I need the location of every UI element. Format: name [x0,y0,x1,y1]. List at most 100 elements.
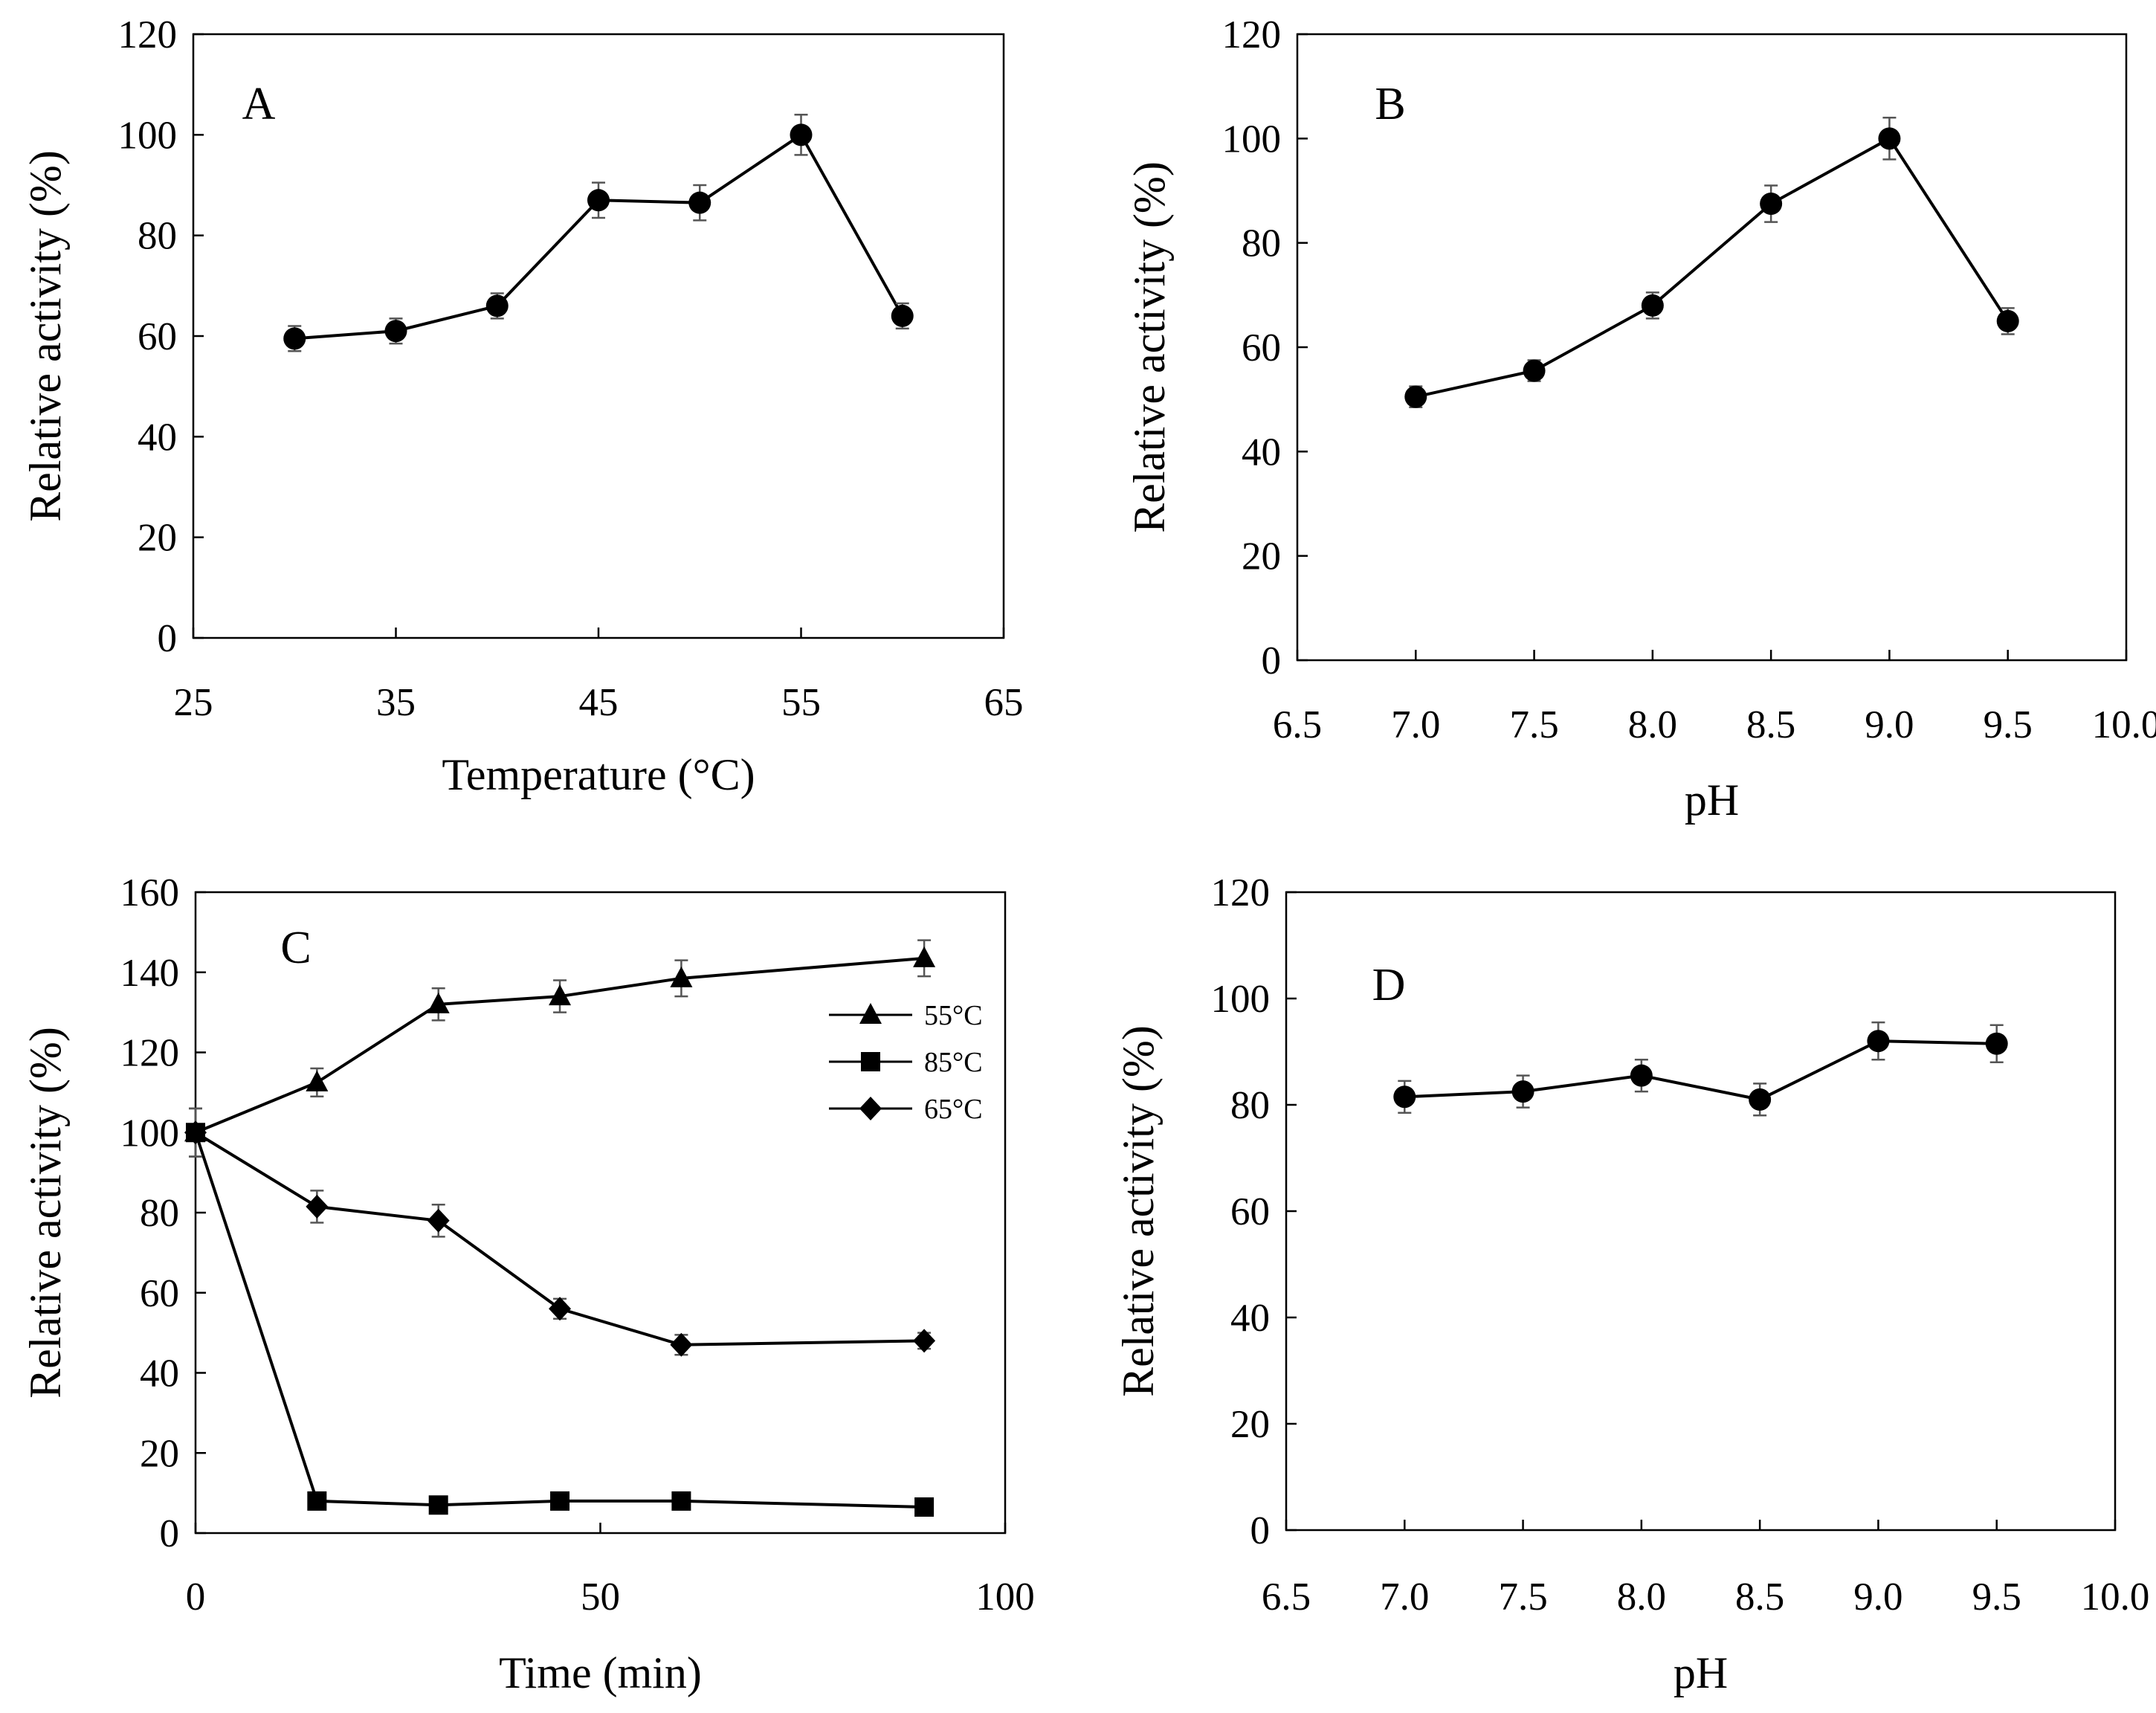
series-0 [283,114,914,352]
y-tick-label: 100 [1211,978,1271,1021]
x-tick-label: 6.5 [1262,1575,1311,1619]
y-tick-label: 120 [118,13,178,57]
y-tick-label: 80 [140,1192,179,1235]
x-axis-label: Temperature (°C) [442,750,755,799]
y-tick-label: 20 [138,517,177,560]
data-point [549,1297,572,1321]
chart-panel-a: 0 20 40 60 80 100 120 25 35 45 55 65 Temperature (°C… [21,13,1024,799]
data-point [550,1491,570,1511]
x-tick-label: 35 [376,681,416,724]
series-0 [1393,1021,2008,1117]
data-point [184,1120,207,1145]
x-tick-label: 9.5 [1984,703,2033,746]
legend-label: 65°C [924,1094,983,1125]
data-point [427,1208,450,1233]
y-tick-label: 80 [1242,222,1281,265]
y-tick-label: 120 [1222,13,1282,57]
data-point [859,1097,882,1120]
series-85C [186,1107,935,1517]
plot-frame [1285,891,2117,1532]
panel-label: A [242,79,276,129]
y-tick-label: 40 [140,1352,179,1396]
series-line [294,132,904,341]
series-line [194,1131,925,1346]
x-tick-label: 0 [186,1575,206,1619]
x-tick-label: 8.0 [1628,703,1677,746]
y-tick-label: 20 [1242,535,1281,578]
y-tick-label: 0 [158,617,178,660]
data-point [384,320,407,343]
x-tick-label: 8.5 [1746,703,1795,746]
x-tick-label: 45 [579,681,619,724]
data-point [427,992,450,1013]
x-tick-label: 9.0 [1853,1575,1902,1619]
data-point [790,123,813,146]
y-tick-label: 40 [138,416,177,459]
data-point [1641,294,1664,317]
x-tick-label: 6.5 [1273,703,1322,746]
y-tick-label: 20 [1230,1403,1270,1446]
y-axis-label: Relative activity (%) [21,150,70,522]
data-point [428,1495,448,1515]
y-tick-label: 100 [1222,117,1282,161]
plot-frame [1296,33,2128,662]
chart-panel-c: 0 20 40 60 80 100 120 140 160 0 50 100 Time (min) Rel… [21,871,1035,1697]
y-tick-label: 160 [120,871,180,914]
data-point [1985,1032,2008,1055]
data-point [307,1491,327,1511]
x-tick-label: 50 [581,1575,620,1619]
x-tick-label: 65 [984,681,1024,724]
data-point [1867,1030,1890,1053]
y-tick-label: 0 [1250,1509,1271,1552]
y-axis-label: Relative activity (%) [1114,1025,1163,1397]
data-point [1760,193,1783,216]
data-point [549,984,572,1006]
data-point [913,1329,936,1353]
series-line [194,1132,925,1509]
x-tick-label: 7.5 [1498,1575,1547,1619]
x-tick-label: 7.5 [1509,703,1558,746]
x-tick-label: 9.0 [1865,703,1914,746]
data-point [306,1194,329,1219]
y-tick-label: 0 [160,1512,180,1555]
y-tick-label: 80 [138,215,177,258]
x-tick-label: 7.0 [1391,703,1440,746]
series-65C [184,1107,936,1357]
y-tick-label: 100 [120,1112,180,1155]
y-tick-label: 140 [120,952,180,995]
data-point [913,946,936,967]
x-tick-label: 55 [781,681,821,724]
legend: 55°C 85°C 65°C [829,1000,983,1125]
y-tick-label: 100 [118,114,178,157]
y-axis-label: Relative activity (%) [21,1027,70,1399]
series-line [195,956,925,1135]
legend-label: 85°C [924,1047,983,1078]
data-point [485,294,509,317]
y-tick-label: 40 [1230,1297,1270,1340]
series-line [1415,136,2010,399]
legend-label: 55°C [924,1000,983,1031]
data-point [1630,1064,1653,1087]
y-tick-label: 120 [1211,871,1271,914]
data-point [1523,359,1546,382]
y-tick-label: 0 [1262,639,1282,683]
y-tick-label: 60 [138,315,177,358]
y-tick-label: 60 [1230,1190,1270,1233]
data-point [587,189,610,212]
data-point [859,1003,882,1024]
data-point [1393,1085,1416,1109]
chart-panel-b: 0 20 40 60 80 100 120 6.5 7.0 7.5 8.0 8.5 9.0 9.5 10.0… [1125,13,2156,825]
y-axis-label: Relative activity (%) [1125,161,1174,533]
series-0 [1404,117,2019,408]
panel-label: C [280,923,311,973]
data-point [670,1332,693,1357]
series-line [1404,1039,1997,1101]
y-tick-label: 60 [140,1272,179,1315]
data-point [1749,1088,1772,1111]
y-tick-label: 80 [1230,1084,1270,1127]
x-tick-label: 10.0 [2081,1575,2150,1619]
data-point [670,966,693,987]
x-tick-label: 9.5 [1972,1575,2021,1619]
data-point [1511,1080,1534,1103]
